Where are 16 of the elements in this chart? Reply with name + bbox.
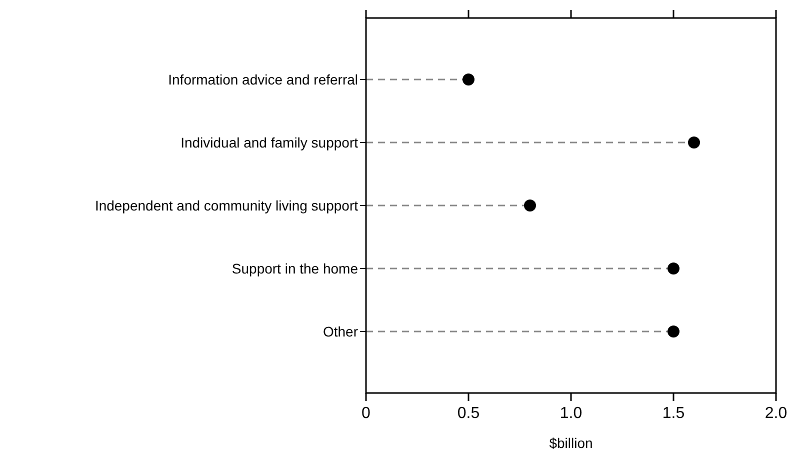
x-tick-label: 1.5: [662, 405, 685, 422]
y-tick-label: Independent and community living support: [94, 198, 358, 214]
x-tick-label: 1.0: [560, 405, 582, 422]
point: [688, 136, 700, 148]
y-tick-label: Individual and family support: [180, 134, 358, 150]
x-axis-title: $billion: [549, 435, 593, 451]
point: [462, 73, 474, 86]
x-tick-label: 2.0: [764, 405, 788, 422]
x-tick-label: 0.5: [457, 405, 480, 422]
x-tick-label: 0: [362, 405, 371, 422]
point: [668, 262, 680, 275]
point: [668, 326, 680, 338]
y-tick-label: Support in the home: [232, 260, 358, 277]
point: [524, 200, 536, 212]
y-tick-label: Information advice and referral: [168, 71, 358, 88]
y-tick-label: Other: [322, 324, 358, 340]
